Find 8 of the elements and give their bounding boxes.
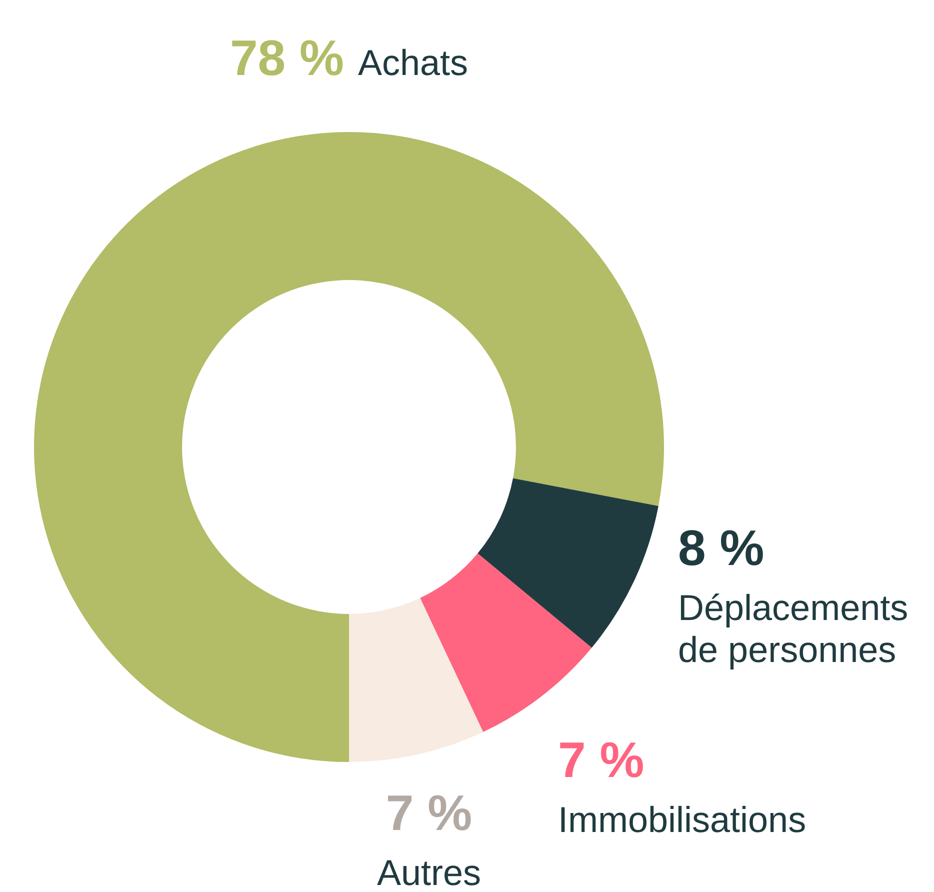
slice-label: Achats [358, 42, 468, 83]
data-label: 7 % [386, 785, 472, 841]
slice-label: Déplacements de personnes [678, 587, 908, 670]
data-label: 8 % [678, 520, 764, 576]
data-label: 7 % [558, 732, 644, 788]
slice-label: Immobilisations [558, 799, 806, 840]
slice-label: Autres [376, 852, 482, 892]
data-label: 78 % [230, 30, 344, 86]
